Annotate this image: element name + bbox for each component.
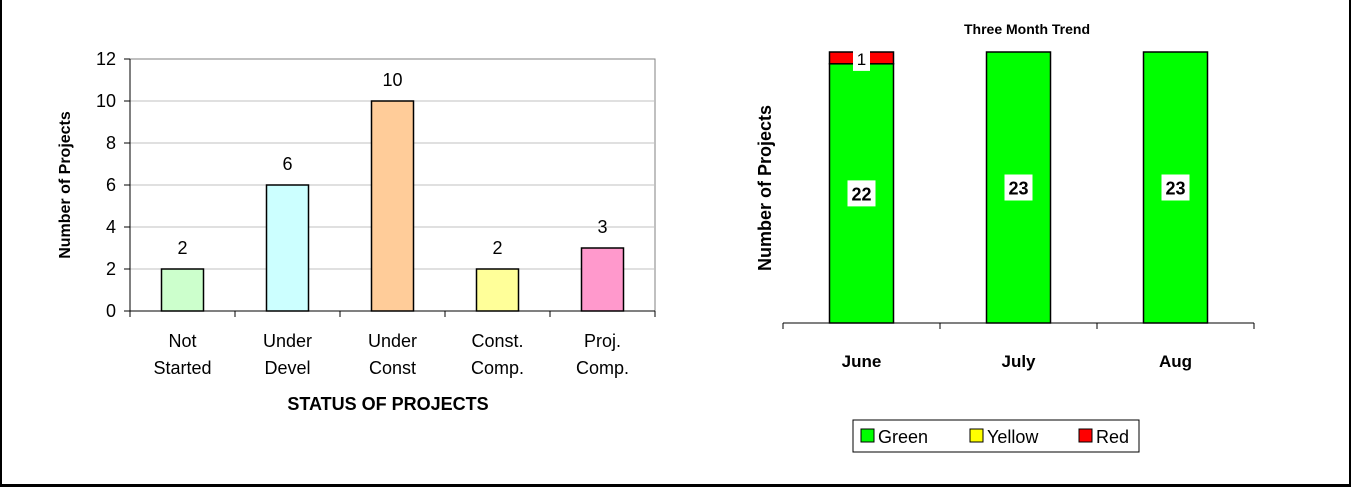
y-tick-label: 2 [106, 259, 116, 279]
trend-value-box [853, 44, 870, 71]
status-category-label: Comp. [576, 358, 629, 378]
trend-value-box [847, 180, 876, 207]
trend-chart-title: Three Month Trend [964, 21, 1090, 37]
status-category-label: Const. [471, 331, 523, 351]
status-bar [160, 268, 205, 312]
status-bar-chart: 2 6 10 2 3 0 2 4 6 8 10 12 Not Started Under Devel Und… [57, 49, 656, 414]
status-category-label: Started [153, 358, 211, 378]
y-tick-label: 8 [106, 133, 116, 153]
status-bar-value: 3 [597, 217, 607, 237]
legend-swatch [969, 428, 984, 443]
trend-bar-value: 23 [1165, 179, 1185, 199]
status-category-label: Comp. [471, 358, 524, 378]
status-bar-value: 2 [177, 238, 187, 258]
trend-value-box [1004, 174, 1033, 201]
legend-label: Red [1096, 427, 1129, 447]
trend-bar-value: 22 [851, 184, 871, 204]
legend-label: Green [878, 427, 928, 447]
status-bar [370, 100, 415, 312]
trend-y-axis-label: Number of Projects [755, 105, 775, 271]
status-category-label: Under [263, 331, 312, 351]
status-categories: Not Started Under Devel Under Const Const. Comp… [129, 311, 656, 378]
status-y-ticks: 0 2 4 6 8 10 12 [96, 49, 655, 321]
legend-swatch [1078, 428, 1093, 443]
status-bar-value: 10 [382, 70, 402, 90]
trend-bars: 22 1 23 23 [828, 44, 1209, 324]
status-x-axis-label: STATUS OF PROJECTS [287, 394, 488, 414]
y-tick-label: 4 [106, 217, 116, 237]
y-tick-label: 0 [106, 301, 116, 321]
status-category-label: Devel [264, 358, 310, 378]
trend-category-label: July [1001, 352, 1036, 371]
trend-bar-value: 23 [1008, 179, 1028, 199]
trend-value-box [1161, 174, 1190, 201]
status-bar-value: 6 [282, 154, 292, 174]
legend-label: Yellow [987, 427, 1039, 447]
trend-legend: Green Yellow Red [852, 419, 1140, 453]
trend-bar-value: 1 [857, 50, 866, 69]
status-category-label: Not [168, 331, 196, 351]
status-category-label: Under [368, 331, 417, 351]
trend-category-label: Aug [1159, 352, 1192, 371]
legend-swatch [860, 428, 875, 443]
status-bar [580, 247, 625, 312]
trend-x-ticks [782, 323, 1255, 329]
trend-stacked-chart: Three Month Trend 22 1 23 23 June July Aug Nu… [755, 21, 1255, 453]
status-category-label: Proj. [584, 331, 621, 351]
status-bars: 2 6 10 2 3 [160, 70, 625, 312]
status-bar [475, 268, 520, 312]
status-bar [265, 184, 310, 312]
status-y-axis-label: Number of Projects [57, 111, 74, 259]
status-category-label: Const [369, 358, 416, 378]
y-tick-label: 12 [96, 49, 116, 69]
trend-categories: June July Aug [842, 352, 1192, 371]
y-tick-label: 6 [106, 175, 116, 195]
y-tick-label: 10 [96, 91, 116, 111]
status-bar-value: 2 [492, 238, 502, 258]
trend-category-label: June [842, 352, 882, 371]
